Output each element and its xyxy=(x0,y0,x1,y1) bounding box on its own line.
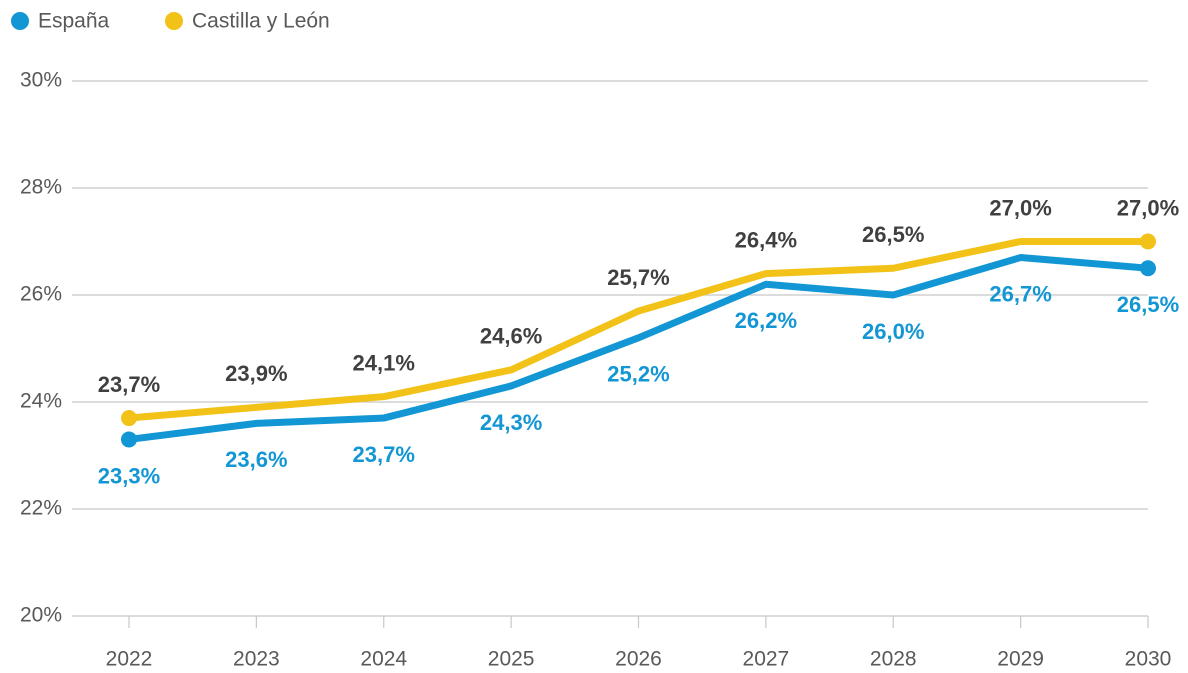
legend-label: España xyxy=(38,10,110,33)
x-tick-label: 2026 xyxy=(615,648,662,671)
data-label: 26,7% xyxy=(989,281,1051,306)
data-label: 26,0% xyxy=(862,319,924,344)
data-label: 24,1% xyxy=(353,350,415,375)
end-marker xyxy=(1140,233,1156,250)
y-tick-label: 30% xyxy=(20,69,62,92)
legend: España Castilla y León xyxy=(11,10,330,33)
end-marker xyxy=(1140,260,1156,277)
data-label: 24,6% xyxy=(480,324,542,349)
data-label: 23,7% xyxy=(353,442,415,467)
data-label: 25,2% xyxy=(607,362,669,387)
legend-label: Castilla y León xyxy=(192,10,330,33)
data-label: 23,6% xyxy=(225,447,287,472)
data-label: 24,3% xyxy=(480,410,542,435)
x-tick-label: 2028 xyxy=(870,648,917,671)
x-tick-label: 2030 xyxy=(1125,648,1172,671)
data-label: 23,3% xyxy=(98,463,160,488)
x-tick-label: 2025 xyxy=(488,648,535,671)
data-label: 23,9% xyxy=(225,361,287,386)
end-marker xyxy=(121,431,137,448)
data-label: 26,5% xyxy=(1117,292,1179,317)
x-tick-label: 2024 xyxy=(360,648,407,671)
x-tick-label: 2023 xyxy=(233,648,280,671)
y-tick-label: 24% xyxy=(20,390,62,413)
y-tick-label: 28% xyxy=(20,176,62,199)
end-marker xyxy=(121,410,137,427)
y-tick-label: 26% xyxy=(20,283,62,306)
data-label: 26,4% xyxy=(735,227,797,252)
data-label: 27,0% xyxy=(1117,195,1179,220)
data-label: 26,2% xyxy=(735,308,797,333)
x-tick-label: 2027 xyxy=(743,648,790,671)
data-label: 25,7% xyxy=(607,265,669,290)
legend-marker xyxy=(11,12,29,30)
x-tick-label: 2029 xyxy=(997,648,1044,671)
legend-marker xyxy=(165,12,183,30)
data-label: 26,5% xyxy=(862,222,924,247)
series-line xyxy=(128,254,1149,443)
x-tick-label: 2022 xyxy=(106,648,153,671)
y-tick-label: 22% xyxy=(20,497,62,520)
y-tick-label: 20% xyxy=(20,604,62,627)
data-label: 23,7% xyxy=(98,372,160,397)
series-line xyxy=(128,238,1148,422)
data-label: 27,0% xyxy=(989,195,1051,220)
